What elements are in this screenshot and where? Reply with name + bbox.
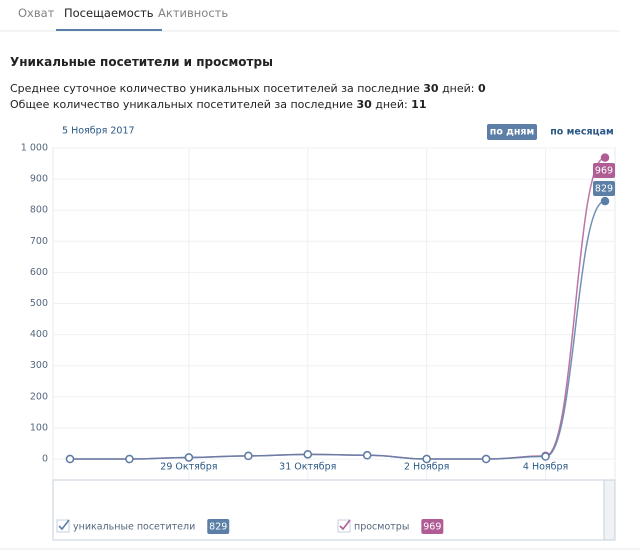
y-tick-label: 400: [30, 329, 48, 340]
y-tick-label: 100: [30, 422, 48, 433]
stat-days: 30: [356, 98, 372, 111]
point: [303, 450, 313, 459]
y-tick-label: 200: [30, 391, 48, 402]
y-tick-label: 600: [30, 267, 48, 278]
stat-value: 11: [411, 98, 427, 111]
value-label: 829: [595, 184, 613, 195]
legend-label: уникальные посетители: [73, 522, 195, 533]
stat-line: Общее количество уникальных посетителей …: [10, 98, 426, 111]
y-tick-label: 900: [30, 174, 48, 185]
y-tick-label: 800: [30, 205, 48, 216]
y-tick-label: 1 000: [21, 143, 48, 154]
point: [481, 454, 491, 464]
point: [600, 196, 610, 206]
legend-value: 969: [423, 522, 441, 533]
value-badge: [593, 181, 615, 196]
point: [422, 454, 431, 464]
point: [362, 451, 372, 460]
y-tick-label: 0: [42, 454, 48, 465]
stat-line: Среднее суточное количество уникальных п…: [10, 82, 486, 95]
stat-value: 0: [477, 82, 486, 95]
legend-check: [339, 519, 351, 531]
period-button[interactable]: по дням: [490, 127, 535, 138]
tab[interactable]: Посещаемость: [64, 6, 154, 20]
x-tick-label: 4 Ноября: [523, 462, 568, 473]
point: [244, 451, 253, 461]
active-tab-underline: [56, 29, 162, 31]
x-tick-label: 31 Октября: [279, 462, 336, 473]
stat-suffix: дней:: [375, 98, 408, 111]
stat-days: 30: [423, 82, 439, 95]
y-tick-label: 500: [30, 298, 48, 309]
legend-check: [58, 519, 70, 531]
legend-badge: [421, 519, 444, 534]
value-label: 969: [595, 166, 613, 177]
legend-badge: [207, 519, 230, 534]
x-tick-label: 2 Ноября: [404, 462, 449, 473]
series-line: [70, 156, 606, 460]
section-heading: Уникальные посетители и просмотры: [10, 55, 273, 69]
stat-text: Общее количество уникальных посетителей …: [10, 98, 353, 111]
tab[interactable]: Активность: [158, 6, 229, 20]
legend-label: просмотры: [354, 522, 409, 533]
button-bg[interactable]: [487, 124, 537, 140]
point: [541, 452, 550, 461]
stat-suffix: дней:: [442, 82, 475, 95]
stat-text: Среднее суточное количество уникальных п…: [10, 82, 420, 95]
period-button[interactable]: по месяцам: [550, 127, 614, 138]
navigator-handle[interactable]: [603, 479, 616, 541]
tab[interactable]: Охват: [18, 6, 55, 20]
series-line: [70, 200, 606, 460]
legend-value: 829: [209, 522, 227, 533]
point: [125, 454, 134, 464]
point: [600, 153, 610, 162]
value-badge: [593, 163, 615, 178]
date-label: 5 Ноября 2017: [62, 126, 135, 137]
plot-frame: [52, 147, 616, 481]
y-tick-label: 700: [30, 236, 48, 247]
point: [184, 453, 194, 462]
point: [65, 454, 75, 464]
y-tick-label: 300: [30, 360, 48, 371]
x-tick-label: 29 Октября: [160, 462, 217, 473]
